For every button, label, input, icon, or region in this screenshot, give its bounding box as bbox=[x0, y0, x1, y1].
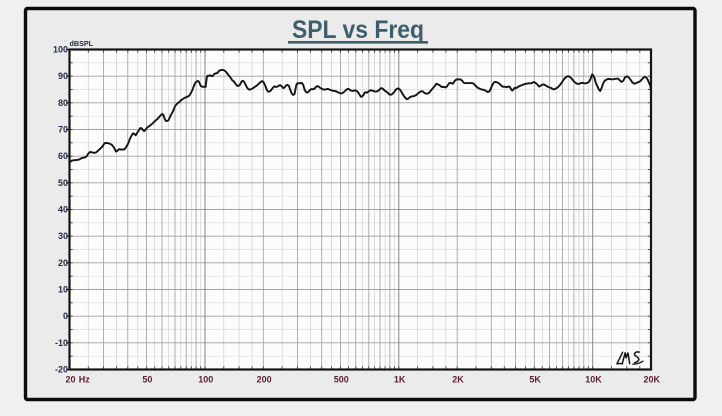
svg-text:80: 80 bbox=[58, 98, 68, 108]
svg-text:70: 70 bbox=[58, 125, 68, 135]
svg-text:SPL vs Freq: SPL vs Freq bbox=[292, 17, 424, 44]
svg-text:100: 100 bbox=[53, 45, 68, 55]
svg-text:200: 200 bbox=[257, 375, 272, 385]
svg-text:500: 500 bbox=[334, 375, 349, 385]
svg-text:5K: 5K bbox=[529, 375, 541, 385]
svg-text:60: 60 bbox=[58, 151, 68, 161]
svg-text:1K: 1K bbox=[394, 375, 406, 385]
svg-text:50: 50 bbox=[142, 375, 152, 385]
svg-text:40: 40 bbox=[58, 205, 68, 215]
svg-text:20K: 20K bbox=[644, 375, 661, 385]
svg-text:90: 90 bbox=[58, 71, 68, 81]
svg-text:Hz: Hz bbox=[79, 375, 90, 385]
svg-text:0: 0 bbox=[63, 311, 68, 321]
svg-text:-20: -20 bbox=[55, 365, 68, 375]
svg-text:2K: 2K bbox=[452, 375, 464, 385]
svg-text:100: 100 bbox=[198, 375, 213, 385]
svg-text:10: 10 bbox=[58, 285, 68, 295]
svg-text:30: 30 bbox=[58, 231, 68, 241]
svg-text:10K: 10K bbox=[585, 375, 602, 385]
svg-text:20: 20 bbox=[58, 258, 68, 268]
svg-text:20: 20 bbox=[65, 375, 75, 385]
svg-text:-10: -10 bbox=[55, 338, 68, 348]
svg-text:dBSPL: dBSPL bbox=[70, 39, 94, 48]
svg-text:50: 50 bbox=[58, 178, 68, 188]
